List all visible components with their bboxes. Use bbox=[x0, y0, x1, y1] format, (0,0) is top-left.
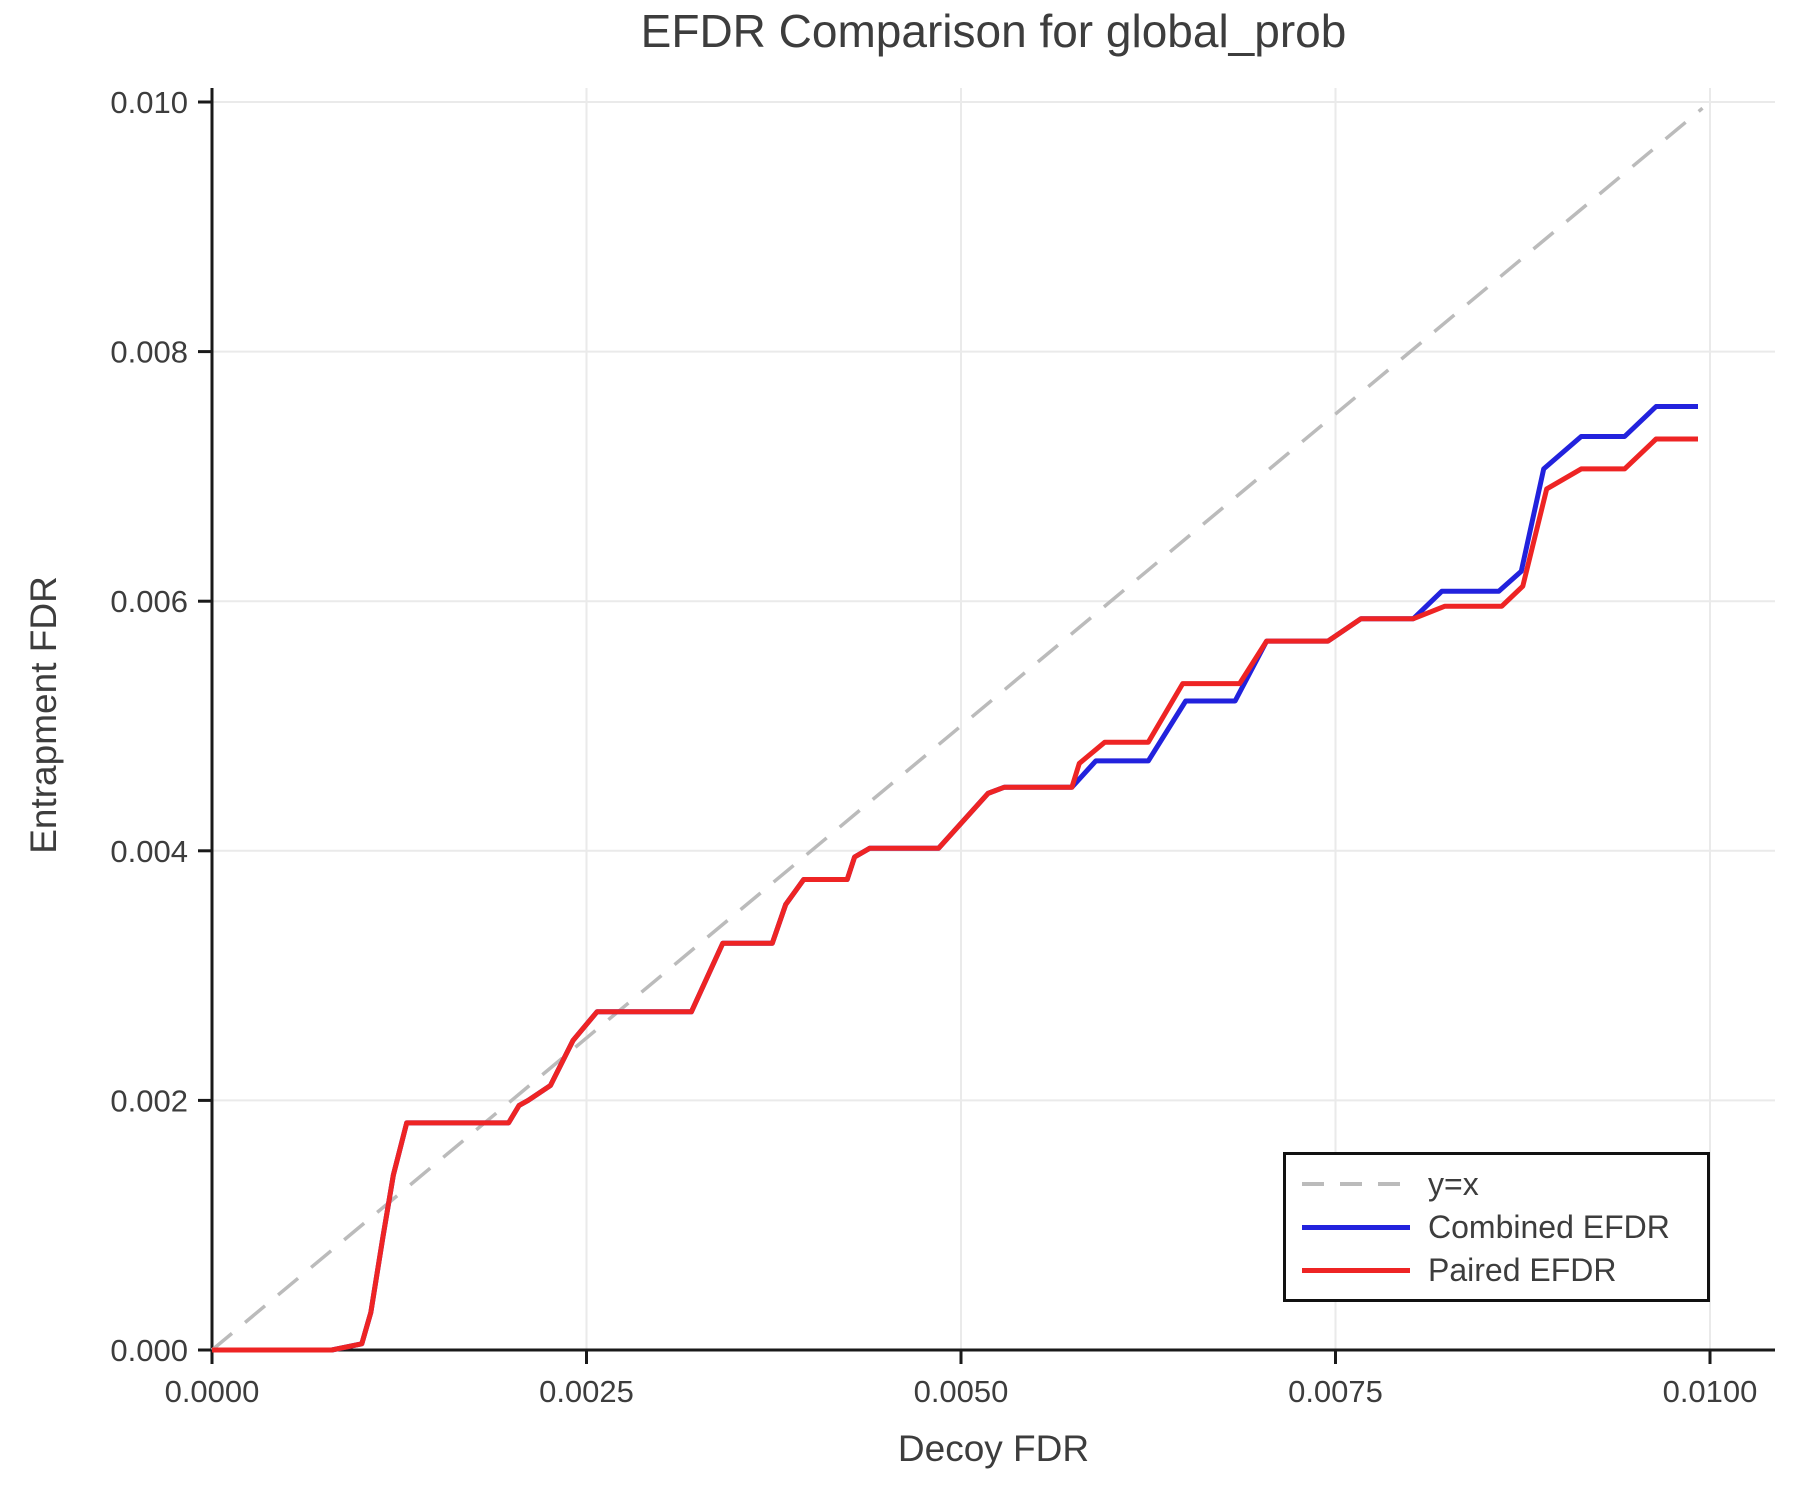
x-tick-label: 0.0000 bbox=[165, 1374, 260, 1409]
legend-label-combined-efdr: Combined EFDR bbox=[1428, 1209, 1670, 1245]
legend-swatch-dashed-line bbox=[1302, 1182, 1410, 1186]
y-tick-label: 0.010 bbox=[110, 85, 188, 120]
legend: y=x Combined EFDR Paired EFDR bbox=[1283, 1152, 1710, 1302]
y-tick-label: 0.002 bbox=[110, 1083, 188, 1118]
series-line-y-x bbox=[210, 106, 1704, 1352]
legend-item-paired-efdr: Paired EFDR bbox=[1302, 1251, 1707, 1289]
x-axis-label: Decoy FDR bbox=[897, 1428, 1090, 1469]
legend-item-yx: y=x bbox=[1302, 1165, 1707, 1203]
y-tick-label: 0.008 bbox=[110, 335, 188, 370]
x-tick-label: 0.0075 bbox=[1288, 1374, 1383, 1409]
series-line-paired-efdr bbox=[212, 436, 1698, 1353]
legend-item-combined-efdr: Combined EFDR bbox=[1302, 1208, 1707, 1246]
y-axis-label-text: Entrapment FDR bbox=[23, 576, 64, 854]
y-tick-label: 0.004 bbox=[110, 834, 188, 869]
y-tick-label: 0.000 bbox=[110, 1333, 188, 1368]
x-tick-label: 0.0050 bbox=[914, 1374, 1009, 1409]
legend-swatch-paired-line bbox=[1302, 1267, 1410, 1273]
x-tick-label: 0.0100 bbox=[1663, 1374, 1758, 1409]
y-tick-label: 0.006 bbox=[110, 584, 188, 619]
legend-label-yx: y=x bbox=[1428, 1166, 1479, 1202]
legend-swatch-combined-line bbox=[1302, 1224, 1410, 1230]
x-tick-label: 0.0025 bbox=[539, 1374, 634, 1409]
chart-title: EFDR Comparison for global_prob bbox=[640, 5, 1347, 57]
legend-label-paired-efdr: Paired EFDR bbox=[1428, 1252, 1617, 1288]
